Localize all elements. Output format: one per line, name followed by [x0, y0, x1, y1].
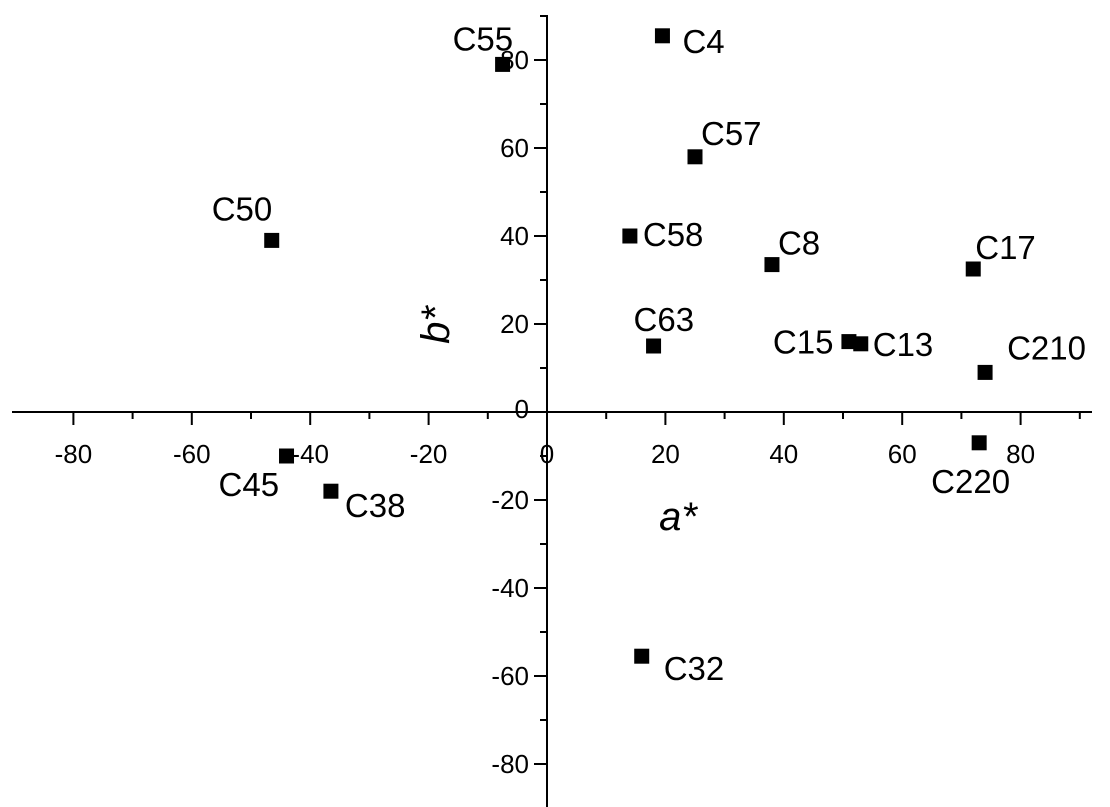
- point-c13-label: C13: [873, 326, 934, 363]
- axes: [12, 15, 1092, 807]
- point-c8-label: C8: [778, 225, 820, 262]
- point-labels: C55 C4 C57 C50 C58 C8 C17 C63 C15 C13 C210 C220 C45 C…: [212, 20, 1086, 687]
- data-points: [264, 28, 993, 664]
- point-c58-marker: [622, 228, 638, 244]
- x-tick-label: 0: [540, 439, 554, 469]
- y-tick-label: 60: [500, 133, 529, 163]
- point-c45-marker: [279, 448, 295, 464]
- x-tick-label: -20: [410, 439, 448, 469]
- point-c210-marker: [977, 364, 993, 380]
- point-c50-label: C50: [212, 190, 273, 227]
- point-c4-marker: [654, 28, 670, 44]
- y-tick-label: 0: [515, 394, 529, 424]
- y-tick-label: -60: [491, 661, 529, 691]
- axis-tick-labels: -80 -60 -40 -20 0 20 40 60 80 -80 -60 -40 -20 0 20 40 60…: [55, 45, 1035, 779]
- point-c63-label: C63: [634, 301, 695, 338]
- x-tick-label: -40: [291, 439, 329, 469]
- y-axis-title: b*: [414, 305, 458, 344]
- x-tick-label: 20: [651, 439, 680, 469]
- point-c17-marker: [965, 261, 981, 277]
- point-c50-marker: [264, 232, 280, 248]
- point-c15-marker: [841, 334, 857, 350]
- point-c15-label: C15: [773, 324, 834, 361]
- point-c38-label: C38: [345, 487, 406, 524]
- y-tick-label: 40: [500, 221, 529, 251]
- point-c220-marker: [971, 435, 987, 451]
- x-tick-label: 40: [769, 439, 798, 469]
- x-axis-title: a*: [659, 495, 698, 539]
- y-tick-label: -40: [491, 573, 529, 603]
- x-tick-label: 60: [888, 439, 917, 469]
- point-c8-marker: [764, 257, 780, 273]
- axis-ticks: [72, 15, 1081, 765]
- point-c58-label: C58: [643, 216, 704, 253]
- y-tick-label: 20: [500, 309, 529, 339]
- point-c13-marker: [853, 336, 869, 352]
- x-tick-label: -80: [55, 439, 93, 469]
- point-c45-label: C45: [219, 466, 280, 503]
- point-c17-label: C17: [975, 229, 1036, 266]
- point-c55-marker: [495, 56, 511, 72]
- point-c4-label: C4: [682, 23, 724, 60]
- point-c55-label: C55: [453, 20, 514, 57]
- point-c57-marker: [687, 149, 703, 165]
- point-c220-label: C220: [931, 463, 1010, 500]
- y-tick-label: -80: [491, 749, 529, 779]
- point-c32-marker: [634, 648, 650, 664]
- y-tick-label: -20: [491, 485, 529, 515]
- point-c32-label: C32: [664, 650, 725, 687]
- point-c63-marker: [646, 338, 662, 354]
- point-c38-marker: [323, 483, 339, 499]
- point-c57-label: C57: [701, 115, 762, 152]
- x-tick-label: 80: [1006, 439, 1035, 469]
- x-tick-label: -60: [173, 439, 211, 469]
- point-c210-label: C210: [1007, 329, 1086, 366]
